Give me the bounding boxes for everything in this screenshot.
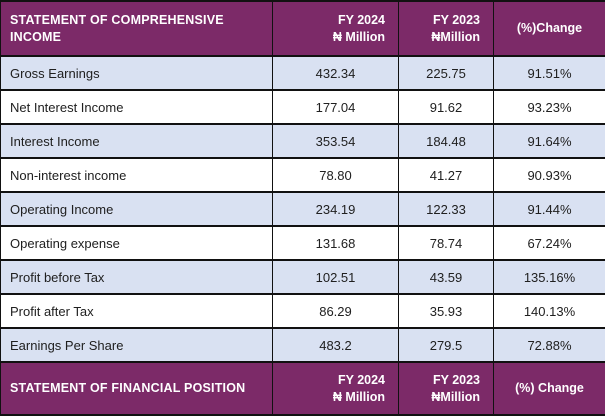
fy2023-value: 279.5 xyxy=(398,327,494,363)
fy2023-unit-label: ₦Million xyxy=(431,29,480,44)
fy2024-value: 131.68 xyxy=(272,225,399,261)
table-row-profit-after-tax: Profit after Tax 86.29 35.93 140.13% xyxy=(0,293,605,329)
table-row-non-interest-income: Non-interest income 78.80 41.27 90.93% xyxy=(0,157,605,193)
change-value: 72.88% xyxy=(493,327,605,363)
fp-column-header-fy2024: FY 2024 ₦ Million xyxy=(272,361,399,416)
column-header-fy2024: FY 2024 ₦ Million xyxy=(272,0,399,57)
fy2024-value: 483.2 xyxy=(272,327,399,363)
change-value: 91.64% xyxy=(493,123,605,159)
change-value: 91.44% xyxy=(493,191,605,227)
column-header-percent-change: (%)Change xyxy=(493,0,605,57)
fy2024-value: 234.19 xyxy=(272,191,399,227)
fp-fy2023-year-label: FY 2023 xyxy=(432,373,480,388)
row-label: Profit after Tax xyxy=(0,293,273,329)
table-row-gross-earnings: Gross Earnings 432.34 225.75 91.51% xyxy=(0,55,605,91)
fy2023-year-label: FY 2023 xyxy=(432,13,480,28)
fy2023-value: 91.62 xyxy=(398,89,494,125)
change-value: 93.23% xyxy=(493,89,605,125)
row-label: Operating Income xyxy=(0,191,273,227)
income-statement-header-row: STATEMENT OF COMPREHENSIVE INCOME FY 202… xyxy=(0,0,605,57)
fy2024-unit-label: ₦ Million xyxy=(332,29,385,44)
fy2024-value: 102.51 xyxy=(272,259,399,295)
change-value: 135.16% xyxy=(493,259,605,295)
change-value: 91.51% xyxy=(493,55,605,91)
change-value: 67.24% xyxy=(493,225,605,261)
table-row-operating-income: Operating Income 234.19 122.33 91.44% xyxy=(0,191,605,227)
financial-position-header: STATEMENT OF FINANCIAL POSITION FY 2024 … xyxy=(0,361,605,416)
table-row-profit-before-tax: Profit before Tax 102.51 43.59 135.16% xyxy=(0,259,605,295)
row-label: Gross Earnings xyxy=(0,55,273,91)
fy2024-value: 353.54 xyxy=(272,123,399,159)
table-row-earnings-per-share: Earnings Per Share 483.2 279.5 72.88% xyxy=(0,327,605,363)
fy2023-value: 225.75 xyxy=(398,55,494,91)
row-label: Earnings Per Share xyxy=(0,327,273,363)
row-label: Interest Income xyxy=(0,123,273,159)
table-row-operating-expense: Operating expense 131.68 78.74 67.24% xyxy=(0,225,605,261)
financial-position-title: STATEMENT OF FINANCIAL POSITION xyxy=(0,361,273,416)
fp-column-header-fy2023: FY 2023 ₦Million xyxy=(398,361,494,416)
change-value: 90.93% xyxy=(493,157,605,193)
row-label: Profit before Tax xyxy=(0,259,273,295)
fy2024-value: 86.29 xyxy=(272,293,399,329)
fy2023-value: 35.93 xyxy=(398,293,494,329)
fy2024-value: 78.80 xyxy=(272,157,399,193)
table-row-interest-income: Interest Income 353.54 184.48 91.64% xyxy=(0,123,605,159)
income-statement-header: STATEMENT OF COMPREHENSIVE INCOME FY 202… xyxy=(0,0,605,57)
fy2023-value: 41.27 xyxy=(398,157,494,193)
row-label: Non-interest income xyxy=(0,157,273,193)
row-label: Net Interest Income xyxy=(0,89,273,125)
fy2023-value: 43.59 xyxy=(398,259,494,295)
fp-fy2023-unit-label: ₦Million xyxy=(431,389,480,404)
fy2024-value: 177.04 xyxy=(272,89,399,125)
fy2024-value: 432.34 xyxy=(272,55,399,91)
income-statement-body: Gross Earnings 432.34 225.75 91.51% Net … xyxy=(0,55,605,363)
fy2023-value: 122.33 xyxy=(398,191,494,227)
financial-position-header-row: STATEMENT OF FINANCIAL POSITION FY 2024 … xyxy=(0,361,605,416)
table-row-net-interest-income: Net Interest Income 177.04 91.62 93.23% xyxy=(0,89,605,125)
fy2023-value: 78.74 xyxy=(398,225,494,261)
fp-column-header-percent-change: (%) Change xyxy=(493,361,605,416)
income-statement-title: STATEMENT OF COMPREHENSIVE INCOME xyxy=(0,0,273,57)
fp-fy2024-unit-label: ₦ Million xyxy=(332,389,385,404)
row-label: Operating expense xyxy=(0,225,273,261)
column-header-fy2023: FY 2023 ₦Million xyxy=(398,0,494,57)
fp-fy2024-year-label: FY 2024 xyxy=(337,373,385,388)
fy2023-value: 184.48 xyxy=(398,123,494,159)
change-value: 140.13% xyxy=(493,293,605,329)
fy2024-year-label: FY 2024 xyxy=(337,13,385,28)
